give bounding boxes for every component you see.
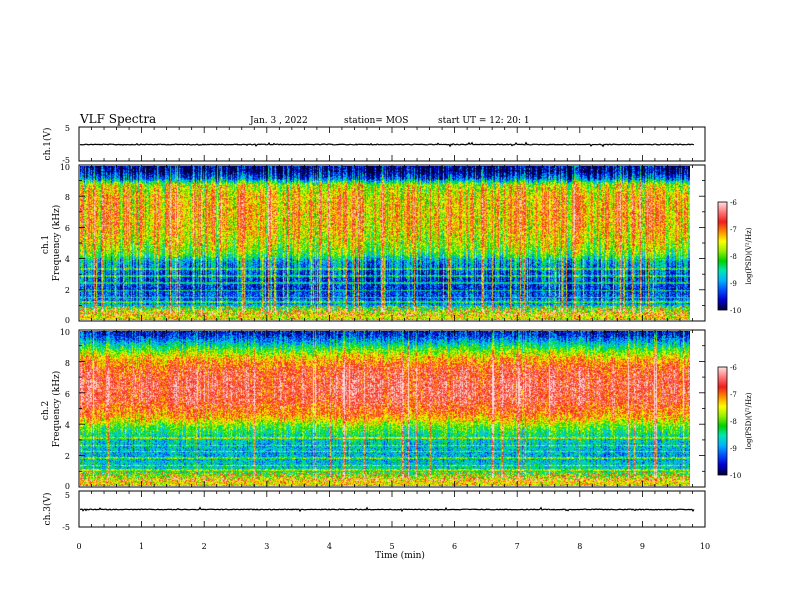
ch3-ytick-top: 5 [65,491,70,500]
ch1-ytick-8: 8 [65,193,70,202]
ch1-spectrogram-image-holder [80,166,690,320]
xtick-10: 10 [700,542,710,551]
ch2-cbar-tick-n10: -10 [730,472,741,480]
ch3-ytick-bottom: -5 [62,523,70,532]
ch2-ytick-0: 0 [65,482,70,491]
xtick-3: 3 [264,542,269,551]
ch1-ytick-2: 2 [65,286,70,295]
ch2-ytick-10: 10 [60,328,70,337]
ch1-waveform-ylabel: ch.1(V) [42,128,53,161]
ch3-waveform-panel: 5 -5 ch.3(V) [42,490,706,532]
ch1-colorbar-holder [718,202,727,310]
ch2-spectrogram-heatmap [80,331,690,486]
ch2-colorbar: -6 -7 -8 -9 -10 log(PSD)(V²/Hz) [717,364,753,480]
ch2-frequency-tick-labels: 0 2 4 6 8 10 [60,328,70,491]
ch1-cbar-tick-n10: -10 [730,307,741,315]
ch2-ytick-8: 8 [65,359,70,368]
figure-title: VLF Spectra [79,112,156,126]
ch2-frequency-ylabel: ch.2 Frequency (kHz) [41,371,62,448]
ch2-ytick-6: 6 [65,390,70,399]
time-axis: 0 1 2 3 4 5 6 7 8 9 10 Time (min) [76,542,710,561]
ch1-spectrogram-ticks [78,164,706,322]
ch1-ylabel-line1: ch.1 [41,235,51,254]
ch2-ylabel-line1: ch.2 [41,401,51,420]
xtick-0: 0 [76,542,81,551]
ch1-waveform-ticks [78,127,706,161]
ch1-ytick-4: 4 [65,255,70,264]
ch1-frequency-tick-labels: 0 2 4 6 8 10 [60,163,70,325]
ch1-spectrogram-heatmap [80,166,690,320]
ch1-ytick-10: 10 [60,163,70,172]
xtick-5: 5 [389,542,394,551]
ch1-ylabel-line2: Frequency (kHz) [51,205,62,282]
ch1-ytick-0: 0 [65,316,70,325]
xtick-9: 9 [640,542,645,551]
ch1-cbar-tick-n7: -7 [730,226,737,234]
ch2-ytick-4: 4 [65,421,70,430]
ch1-colorbar-frame [717,201,728,311]
start-time-label: start UT = 12: 20: 1 [438,116,530,126]
ch1-cbar-tick-n9: -9 [730,280,737,288]
ch2-spectrogram-image-holder [80,331,690,486]
ch3-waveform-ticks [78,491,706,527]
ch2-ytick-2: 2 [65,452,70,461]
date-label: Jan. 3 , 2022 [249,116,308,126]
ch1-waveform-trace [79,141,695,148]
ch2-colorbar-gradient [718,367,727,475]
xtick-4: 4 [327,542,332,551]
ch1-ytick-6: 6 [65,224,70,233]
ch1-spectrogram-panel: 0 2 4 6 8 10 ch.1 Frequency (kHz) -6 -7 … [41,163,753,325]
ch1-colorbar-label: log(PSD)(V²/Hz) [745,227,753,284]
xtick-1: 1 [139,542,144,551]
ch1-colorbar: -6 -7 -8 -9 -10 log(PSD)(V²/Hz) [717,199,753,315]
ch2-spectrogram-panel: 0 2 4 6 8 10 ch.2 Frequency (kHz) -6 -7 … [41,328,753,491]
station-label: station= MOS [344,116,408,126]
ch1-cbar-tick-n6: -6 [730,199,737,207]
ch2-ylabel-line2: Frequency (kHz) [51,371,62,448]
ch3-waveform-ylabel: ch.3(V) [42,493,53,526]
ch1-ytick-top: 5 [65,124,70,133]
ch2-colorbar-frame [717,366,728,476]
xtick-2: 2 [202,542,207,551]
xtick-6: 6 [452,542,457,551]
time-axis-label: Time (min) [375,550,425,561]
ch1-ytick-bottom: -5 [62,156,70,165]
ch2-spectrogram-ticks [78,329,706,488]
ch1-frequency-ylabel: ch.1 Frequency (kHz) [41,205,62,282]
ch2-cbar-tick-n6: -6 [730,364,737,372]
xtick-7: 7 [515,542,520,551]
ch2-cbar-tick-n9: -9 [730,445,737,453]
ch1-cbar-tick-n8: -8 [730,253,737,261]
ch2-cbar-tick-n8: -8 [730,418,737,426]
ch2-colorbar-label: log(PSD)(V²/Hz) [745,392,753,449]
ch2-colorbar-holder [718,367,727,475]
ch2-cbar-tick-n7: -7 [730,391,737,399]
ch3-waveform-trace [79,506,695,513]
ch1-colorbar-gradient [718,202,727,310]
ch1-waveform-panel: 5 -5 ch.1(V) [42,124,706,165]
xtick-8: 8 [577,542,582,551]
